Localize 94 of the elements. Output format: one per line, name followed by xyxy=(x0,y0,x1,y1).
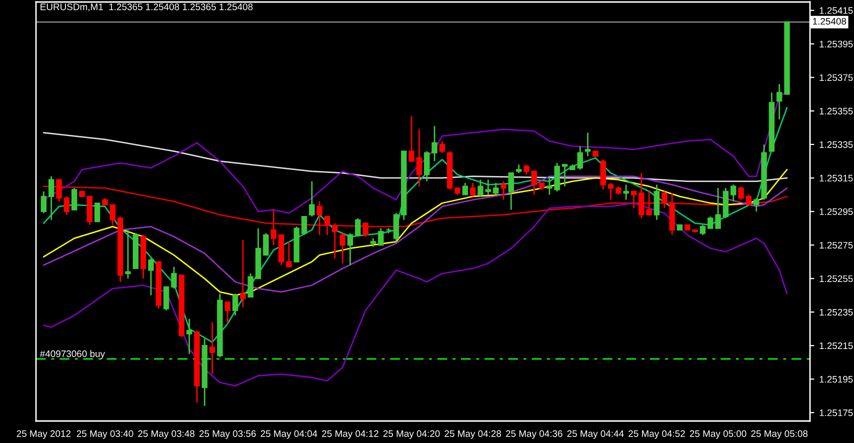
ref-line-label: #40973060 buy xyxy=(40,350,105,359)
candlestick xyxy=(623,184,629,200)
candlestick xyxy=(531,170,537,196)
x-tick-label: 25 May 04:12 xyxy=(322,430,378,439)
candlestick xyxy=(56,178,62,202)
chart-title: EURUSDm,M1 1.25365 1.25408 1.25365 1.25408 xyxy=(40,4,253,12)
candlestick xyxy=(776,83,782,120)
candlestick xyxy=(600,158,606,190)
candlestick xyxy=(224,301,230,324)
candlestick xyxy=(301,216,308,236)
candlestick xyxy=(746,194,752,206)
candlestick xyxy=(730,184,736,202)
candlestick xyxy=(286,240,292,268)
ref-line-label: 1.25408 xyxy=(813,18,846,25)
y-tick-label: 1.25255 xyxy=(820,275,853,282)
y-tick-label: 1.25195 xyxy=(820,376,853,383)
x-tick-label: 25 May 03:48 xyxy=(138,430,194,439)
candlestick xyxy=(64,196,70,216)
y-tick-label: 1.25295 xyxy=(820,208,853,216)
candlestick xyxy=(546,176,552,196)
y-tick-label: 1.25335 xyxy=(820,141,853,148)
candlestick xyxy=(316,200,322,236)
y-tick-label: 1.25175 xyxy=(820,409,853,416)
candlestick xyxy=(500,180,506,200)
candlestick xyxy=(186,318,192,355)
candlestick xyxy=(324,216,330,236)
candlestick xyxy=(562,164,568,188)
candlestick xyxy=(416,128,422,188)
candlestick xyxy=(524,164,530,176)
candlestick xyxy=(608,182,614,200)
x-tick-label: 25 May 04:44 xyxy=(567,430,624,439)
line-series xyxy=(42,106,788,343)
line-series xyxy=(42,186,788,228)
candlestick xyxy=(738,186,744,200)
candlestick xyxy=(424,150,430,182)
candlestick xyxy=(148,258,154,296)
candlestick xyxy=(708,216,714,229)
candlestick xyxy=(654,184,660,221)
candlestick xyxy=(485,178,491,196)
candlestick xyxy=(584,132,591,157)
candlestick xyxy=(393,212,400,242)
candlestick xyxy=(232,292,238,316)
candlestick xyxy=(462,182,468,196)
candlestick xyxy=(508,172,514,211)
x-tick-label: 25 May 05:00 xyxy=(690,430,746,439)
candlestick xyxy=(48,176,54,221)
candlestick xyxy=(163,286,170,312)
candlestick xyxy=(125,229,131,280)
x-tick-label: 25 May 04:20 xyxy=(383,430,440,439)
candlestick xyxy=(248,272,254,298)
candlestick xyxy=(378,228,384,246)
candlestick xyxy=(209,321,216,375)
x-tick-label: 25 May 2012 xyxy=(16,430,70,439)
candlestick xyxy=(340,232,346,264)
y-tick-label: 1.25355 xyxy=(820,108,853,114)
candlestick xyxy=(309,180,315,218)
line-series xyxy=(42,132,788,182)
y-tick-label: 1.25395 xyxy=(820,40,853,48)
y-tick-label: 1.25275 xyxy=(820,242,853,249)
x-tick-label: 25 May 04:36 xyxy=(506,430,562,439)
candlestick xyxy=(715,187,721,229)
candlestick xyxy=(408,115,414,162)
x-tick-label: 25 May 03:40 xyxy=(76,430,134,439)
candlestick xyxy=(362,222,368,238)
candlestick xyxy=(71,187,78,211)
y-tick-label: 1.25315 xyxy=(820,174,853,182)
x-tick-label: 25 May 04:52 xyxy=(628,430,685,439)
x-tick-label: 25 May 05:08 xyxy=(751,430,808,439)
candlestick xyxy=(630,190,637,209)
candlestick xyxy=(432,125,438,162)
y-tick-label: 1.25235 xyxy=(820,308,853,316)
x-tick-label: 25 May 04:04 xyxy=(260,430,318,439)
candlestick xyxy=(355,218,361,236)
candlestick xyxy=(263,232,269,256)
candlestick xyxy=(40,190,47,214)
candlestick xyxy=(347,232,354,266)
y-tick-label: 1.25415 xyxy=(820,7,853,14)
candlestick xyxy=(754,197,760,212)
candlestick xyxy=(439,140,446,154)
x-tick-label: 25 May 03:56 xyxy=(199,430,256,439)
candlestick xyxy=(700,224,706,236)
candlestick xyxy=(470,182,476,198)
candlestick xyxy=(492,182,499,196)
candlestick xyxy=(94,202,100,222)
candlestick xyxy=(478,178,484,198)
candlestick xyxy=(110,204,116,226)
candlestick xyxy=(240,239,246,308)
candlestick xyxy=(554,162,560,192)
y-tick-label: 1.25215 xyxy=(820,342,853,350)
candlestick xyxy=(270,209,276,246)
candlestick xyxy=(332,222,338,260)
candlestick xyxy=(171,266,177,290)
y-tick-label: 1.25375 xyxy=(820,74,853,81)
x-tick-label: 25 May 04:28 xyxy=(444,430,502,439)
